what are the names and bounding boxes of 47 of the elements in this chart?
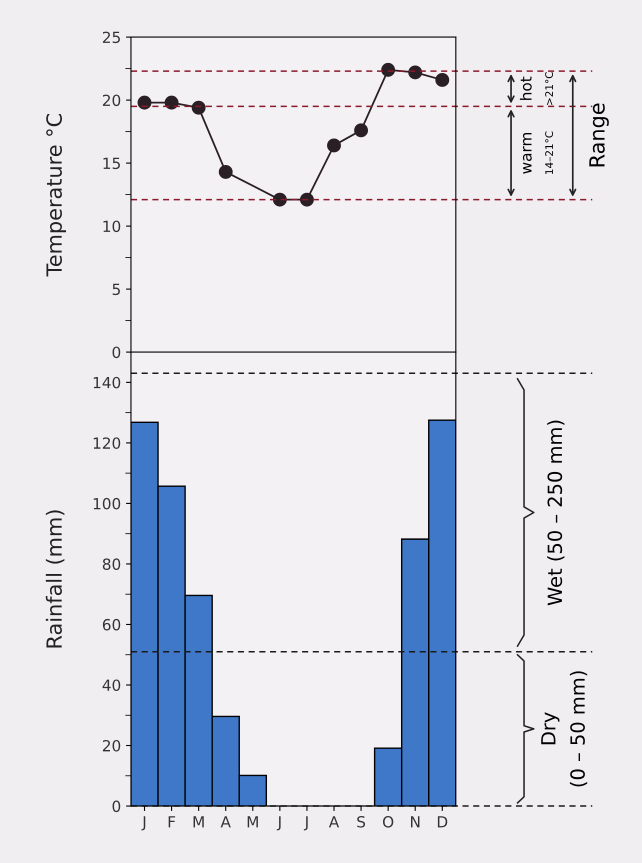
x-tick-label: M	[248, 816, 258, 828]
x-tick-label: J	[276, 816, 281, 830]
text: >21°C	[545, 72, 554, 105]
point	[164, 96, 179, 110]
x-tick-label: A	[328, 816, 340, 828]
x-tick-label: O	[382, 816, 394, 828]
y-tick-label: 80	[102, 558, 120, 570]
x-tick-label: J	[141, 816, 146, 830]
y-tick-label: 140	[94, 376, 120, 388]
y-tick-label: 15	[103, 158, 120, 170]
y-axis-title: Rainfall (mm)	[46, 510, 64, 648]
y-tick-label: 120	[94, 437, 120, 449]
y-tick-label: 0	[112, 800, 120, 812]
text: Range	[589, 103, 609, 166]
x-tick-label: J	[304, 816, 308, 830]
point	[408, 65, 422, 80]
point	[272, 192, 287, 207]
point	[218, 164, 233, 179]
x-tick-label: D	[438, 816, 448, 828]
point	[354, 123, 368, 138]
text: (0 – 50 mm)	[570, 671, 588, 786]
y-tick-label: 10	[103, 220, 120, 232]
x-tick-label: M	[194, 816, 204, 828]
text: Dry	[541, 712, 560, 744]
point	[300, 192, 314, 207]
point	[381, 62, 396, 77]
text: 14–21°C	[545, 131, 554, 174]
point	[192, 100, 206, 115]
point	[435, 73, 450, 87]
text: Wet (50 – 250 mm)	[547, 420, 564, 606]
y-tick-label: 20	[102, 740, 120, 752]
point	[327, 138, 341, 152]
y-tick-label: 20	[102, 94, 120, 106]
text: hot	[520, 76, 532, 100]
x-tick-label: N	[411, 816, 420, 828]
point	[138, 96, 152, 110]
y-tick-label: 40	[102, 679, 120, 692]
x-tick-label: A	[220, 816, 231, 828]
x-tick-label: F	[168, 816, 176, 828]
y-tick-label: 25	[102, 32, 120, 44]
y-tick-label: 60	[102, 618, 120, 630]
y-tick-label: 5	[112, 284, 120, 296]
x-tick-label: S	[357, 816, 366, 828]
y-tick-label: 0	[112, 346, 120, 358]
y-axis-title: Temperature °C	[46, 114, 66, 276]
text: warm	[522, 132, 532, 174]
y-tick-label: 100	[94, 498, 120, 510]
